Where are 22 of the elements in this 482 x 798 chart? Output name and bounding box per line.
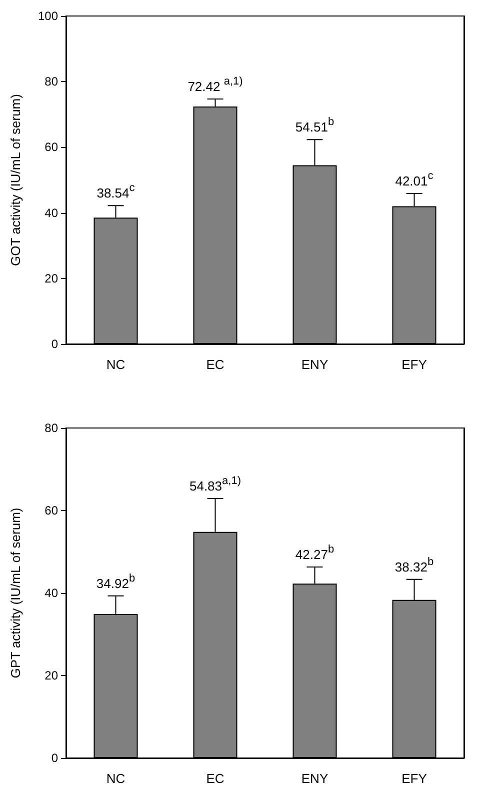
x-tick-label: EFY [402,771,428,786]
y-tick-label: 80 [44,74,58,89]
x-tick-label: NC [106,357,126,372]
y-tick-label: 40 [44,206,58,220]
y-axis-title: GPT activity (IU/mL of serum) [8,508,23,678]
x-tick-label: EFY [402,357,428,372]
y-tick-label: 60 [44,140,58,154]
x-tick-label: NC [106,771,126,786]
y-tick-label: 40 [44,586,58,600]
x-tick-label: EC [206,771,224,786]
y-axis-title: GOT activity (IU/mL of serum) [8,94,23,266]
y-tick-label: 0 [51,337,58,351]
x-tick-label: EC [206,357,224,372]
y-tick-label: 80 [44,421,58,435]
x-tick-label: ENY [301,357,328,372]
y-tick-label: 60 [44,504,58,518]
y-tick-label: 20 [44,271,58,286]
y-tick-label: 100 [38,9,58,23]
y-tick-label: 0 [51,751,58,765]
y-tick-label: 20 [44,668,58,682]
data-label: 72.42 a,1) [188,75,243,94]
x-tick-label: ENY [301,771,328,786]
